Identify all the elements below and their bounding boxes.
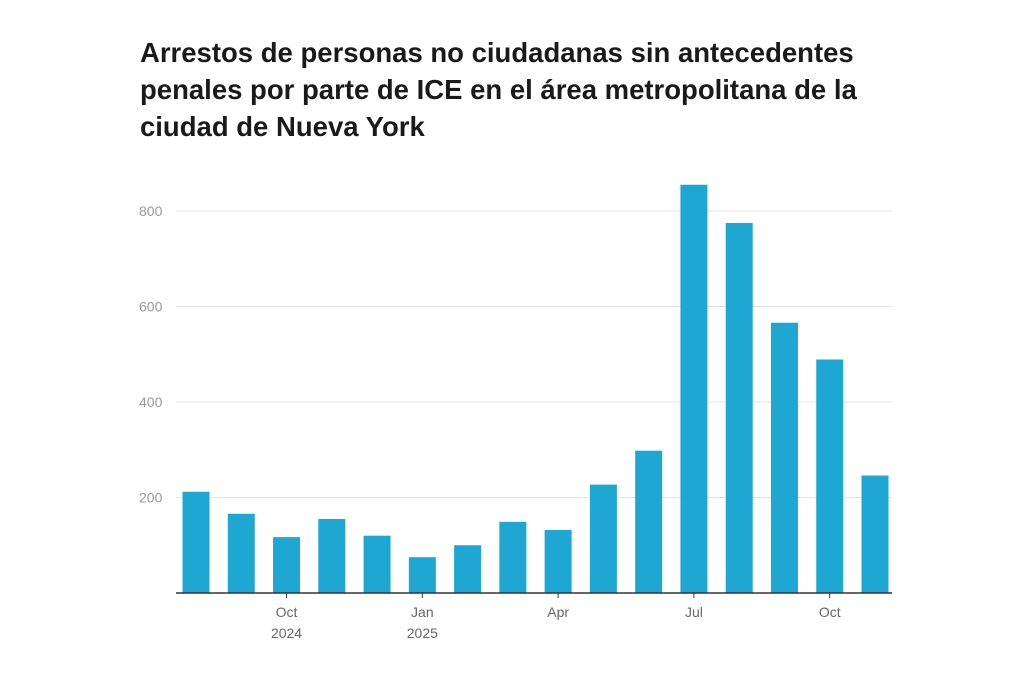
bar-apr-2025: [544, 529, 572, 593]
y-tick-label: 800: [139, 203, 163, 219]
x-tick-label: Apr: [547, 604, 569, 620]
bar-aug-2024: [182, 491, 210, 593]
bar-sep-2025: [770, 322, 798, 593]
bar-aug-2025: [725, 222, 753, 593]
bar-dec-2024: [363, 535, 391, 593]
x-axis-ticks: Oct 2024 Jan 2025 Apr Jul Oct: [271, 593, 841, 641]
x-tick-label: Jan: [411, 604, 434, 620]
x-tick-label: Jul: [685, 604, 703, 620]
bar-jan-2025: [408, 557, 436, 593]
y-tick-label: 600: [139, 299, 163, 315]
bar-may-2025: [589, 484, 617, 593]
bar-sep-2024: [227, 513, 255, 593]
bar-jun-2025: [635, 450, 663, 593]
bar-mar-2025: [499, 521, 527, 593]
x-tick-year-label: 2024: [271, 625, 302, 641]
x-tick-label: Oct: [276, 604, 298, 620]
bar-jul-2025: [680, 184, 708, 594]
y-axis-ticks: 200 400 600 800: [139, 203, 163, 506]
bar-oct-2024: [273, 537, 301, 593]
bar-nov-2025: [861, 475, 889, 593]
y-tick-label: 200: [139, 490, 163, 506]
chart-title: Arrestos de personas no ciudadanas sin a…: [140, 37, 857, 142]
x-tick-label: Oct: [819, 604, 841, 620]
bars: [182, 184, 889, 594]
bar-nov-2024: [318, 518, 346, 593]
x-tick-year-label: 2025: [407, 625, 438, 641]
bar-oct-2025: [816, 359, 844, 593]
bar-feb-2025: [454, 545, 482, 593]
y-tick-label: 400: [139, 394, 163, 410]
